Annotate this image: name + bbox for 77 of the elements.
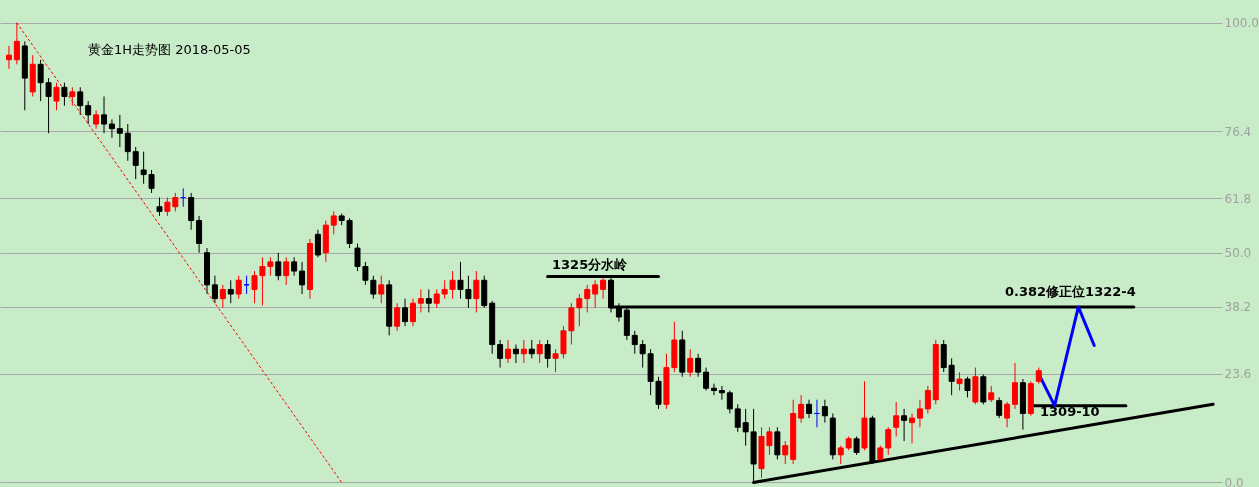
candlestick	[61, 82, 68, 107]
candlestick	[77, 86, 84, 116]
candlestick	[592, 279, 599, 309]
candlestick	[703, 367, 710, 392]
candlestick	[101, 95, 108, 134]
candlestick	[964, 376, 971, 398]
candlestick	[211, 275, 218, 304]
candlestick	[394, 302, 401, 332]
candlestick	[806, 399, 813, 419]
candlestick	[901, 408, 908, 442]
candlestick	[544, 339, 551, 369]
candlestick	[782, 440, 789, 465]
candlestick	[227, 279, 234, 304]
y-tick-label: 100.0	[1224, 16, 1259, 31]
candlestick	[821, 399, 828, 424]
candlestick	[378, 275, 385, 304]
candlestick	[996, 396, 1003, 419]
candlestick	[5, 45, 12, 70]
y-tick-label: 50.0	[1224, 246, 1252, 261]
candlestick	[116, 114, 123, 148]
candlestick	[512, 344, 519, 364]
candlestick	[283, 256, 290, 286]
candlestick	[156, 197, 163, 217]
candlestick	[235, 275, 242, 300]
candlestick	[314, 229, 321, 258]
candlestick	[299, 261, 306, 295]
candlestick	[53, 82, 60, 111]
candlestick	[774, 426, 781, 460]
candlestick	[108, 118, 115, 139]
annotation: 1309-10	[1040, 404, 1100, 419]
candlestick	[956, 371, 963, 392]
candlestick	[885, 426, 892, 456]
candlestick	[718, 385, 725, 401]
y-tick-label: 76.4	[1224, 124, 1252, 139]
candlestick	[734, 403, 741, 433]
candlestick	[196, 215, 203, 254]
candlestick	[520, 339, 527, 364]
candlestick	[291, 256, 298, 277]
candlestick	[536, 339, 543, 364]
candlestick	[924, 385, 931, 414]
candlestick	[188, 192, 195, 231]
candlestick	[275, 252, 282, 281]
candlestick	[726, 390, 733, 414]
candlestick	[93, 109, 100, 130]
candlestick	[85, 100, 92, 125]
candlestick	[1012, 362, 1018, 410]
candlestick	[695, 353, 702, 378]
candlestick	[409, 298, 416, 327]
y-tick-label: 23.6	[1224, 367, 1252, 382]
candlestick	[584, 284, 591, 313]
annotation: 1325分水岭	[552, 257, 629, 272]
y-tick-label: 38.2	[1224, 300, 1252, 315]
candlestick	[505, 339, 512, 364]
candlestick	[909, 412, 916, 444]
candlestick	[69, 86, 76, 107]
candlestick	[402, 298, 409, 327]
text: 黄金1H走势图 2018-05-05	[88, 42, 251, 57]
candlestick	[853, 435, 860, 456]
candlestick	[1004, 401, 1011, 428]
candlestick	[417, 288, 424, 313]
candlestick	[497, 339, 504, 369]
candlestick	[124, 123, 131, 162]
candlestick	[473, 270, 480, 313]
annotation: 0.382修正位1322-4	[1005, 284, 1136, 299]
candlestick	[687, 348, 694, 378]
candlestick	[330, 210, 337, 235]
candlestick	[425, 288, 432, 313]
y-tick-label: 61.8	[1224, 191, 1252, 206]
candlestick	[631, 330, 638, 355]
candlestick	[710, 383, 717, 396]
candlestick	[219, 284, 226, 309]
candlestick	[893, 401, 900, 437]
candlestick	[798, 394, 805, 424]
candlestick	[132, 146, 139, 180]
y-tick-label: 0.0	[1224, 475, 1244, 487]
candlestick	[916, 399, 923, 428]
candlestick	[528, 339, 535, 359]
